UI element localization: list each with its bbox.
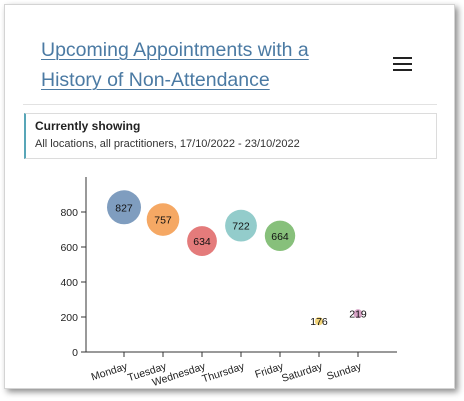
- bubble-sunday[interactable]: [353, 309, 363, 319]
- bubble-friday[interactable]: [264, 220, 296, 251]
- x-tick-label-monday: Monday: [90, 360, 130, 383]
- bubble-label-friday: 664: [271, 231, 289, 243]
- header-divider: [23, 104, 437, 105]
- x-tick-label-sunday: Sunday: [325, 360, 363, 383]
- y-tick-label: 400: [60, 277, 78, 289]
- bubble-monday[interactable]: [107, 190, 141, 225]
- page-title-link[interactable]: Upcoming Appointments with a History of …: [41, 39, 309, 91]
- bubble-label-sunday: 219: [349, 309, 367, 321]
- bubble-tuesday[interactable]: [146, 203, 180, 236]
- bubble-label-thursday: 722: [232, 221, 250, 233]
- x-tick-label-thursday: Thursday: [201, 360, 247, 385]
- filter-heading: Currently showing: [35, 119, 141, 133]
- bubble-label-monday: 827: [115, 202, 133, 214]
- y-tick-label: 0: [72, 347, 78, 359]
- chart-marks: 827 757 634 722 664 176 219: [107, 190, 367, 328]
- filter-description: All locations, all practitioners, 17/10/…: [35, 138, 300, 150]
- bubble-label-saturday: 176: [310, 316, 328, 328]
- x-tick-label-saturday: Saturday: [280, 360, 324, 385]
- bubble-saturday[interactable]: [314, 317, 324, 326]
- y-tick-label: 800: [60, 207, 78, 219]
- bubble-thursday[interactable]: [225, 209, 257, 242]
- y-tick-label: 200: [60, 312, 78, 324]
- bubble-label-wednesday: 634: [193, 236, 211, 248]
- filter-summary: Currently showing All locations, all pra…: [24, 113, 437, 159]
- y-tick-label: 600: [60, 242, 78, 254]
- bubble-label-tuesday: 757: [154, 215, 172, 227]
- hamburger-menu-icon[interactable]: [393, 55, 415, 73]
- bubble-wednesday[interactable]: [187, 226, 217, 256]
- report-card: Upcoming Appointments with a History of …: [4, 4, 455, 389]
